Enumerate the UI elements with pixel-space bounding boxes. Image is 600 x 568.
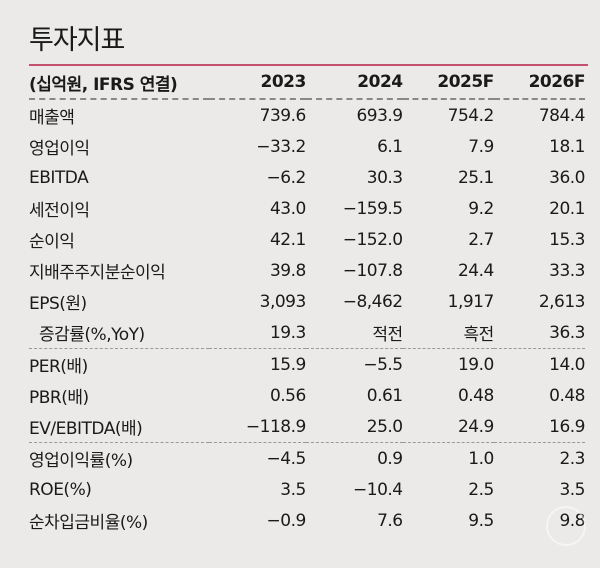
cell-value: 33.3 <box>549 260 585 281</box>
cell-value: −6.2 <box>266 167 307 188</box>
row-label: ROE(%) <box>29 479 92 500</box>
table-row: EPS(원) 3,093 −8,462 1,917 2,613 <box>29 286 586 317</box>
cell-value: 9.5 <box>468 510 494 531</box>
cell-value: 754.2 <box>447 105 495 126</box>
cell-value: 9.2 <box>468 198 494 219</box>
cell-value: −4.5 <box>266 448 307 469</box>
year-header: 2024 <box>305 66 403 100</box>
cell-value: 0.56 <box>269 385 306 406</box>
cell-value: 16.9 <box>493 411 586 443</box>
cell-value: 2.7 <box>468 229 494 250</box>
page-title: 투자지표 <box>29 25 125 56</box>
cell-value: 6.1 <box>377 136 403 157</box>
indicators-table: (십억원, IFRS 연결) 2023 2024 2025F 2026F 매출액… <box>29 66 586 536</box>
table-row: PER(배) 15.9 −5.5 19.0 14.0 <box>29 349 586 381</box>
cell-value: 25.0 <box>305 411 403 443</box>
table-row: 순이익 42.1 −152.0 2.7 15.3 <box>29 224 586 255</box>
row-label: PBR(배) <box>29 388 89 408</box>
cell-value: 30.3 <box>366 167 403 188</box>
cell-value: 3.5 <box>280 479 306 500</box>
cell-value: 2.5 <box>468 479 494 500</box>
year-header: 2026F <box>493 66 586 100</box>
cell-value: 693.9 <box>356 105 403 126</box>
row-label: EPS(원) <box>29 294 87 314</box>
cell-value: 39.8 <box>269 260 306 281</box>
cell-value: 19.0 <box>457 354 494 375</box>
row-label: EV/EBITDA(배) <box>29 411 209 443</box>
year-header: 2025F <box>402 66 494 100</box>
cell-value: 7.9 <box>468 136 494 157</box>
table-row: 순차입금비율(%) −0.9 7.6 9.5 9.8 <box>29 505 586 536</box>
cell-value: 3.5 <box>559 479 585 500</box>
cell-value: 2.3 <box>559 448 585 469</box>
table-row: 증감률(%,YoY) 19.3 적전 흑전 36.3 <box>29 317 586 349</box>
row-label: 순차입금비율(%) <box>29 513 148 533</box>
cell-value: −107.8 <box>342 260 403 281</box>
cell-value: 0.61 <box>366 385 403 406</box>
watermark-logo <box>546 506 586 546</box>
cell-value: 2,613 <box>538 291 586 312</box>
cell-value: 36.3 <box>493 317 586 349</box>
cell-value: −10.4 <box>353 479 403 500</box>
cell-value: 19.3 <box>209 317 306 349</box>
year-header: 2023 <box>209 66 306 100</box>
row-label: PER(배) <box>29 357 88 377</box>
table-row: PBR(배) 0.56 0.61 0.48 0.48 <box>29 380 586 411</box>
cell-value: 3,093 <box>259 291 307 312</box>
table-row: EV/EBITDA(배) −118.9 25.0 24.9 16.9 <box>29 411 586 443</box>
row-label: 매출액 <box>29 108 75 128</box>
unit-header: (십억원, IFRS 연결) <box>29 66 209 100</box>
cell-value: −5.5 <box>363 354 403 375</box>
row-label: EBITDA <box>29 167 89 188</box>
table-row: 세전이익 43.0 −159.5 9.2 20.1 <box>29 193 586 224</box>
table-row: EBITDA −6.2 30.3 25.1 36.0 <box>29 162 586 193</box>
cell-value: 15.9 <box>269 354 306 375</box>
table-row: 영업이익 −33.2 6.1 7.9 18.1 <box>29 131 586 162</box>
cell-value: −159.5 <box>342 198 403 219</box>
cell-value: 0.9 <box>377 448 403 469</box>
cell-value: 1,917 <box>447 291 495 312</box>
row-label: 증감률(%,YoY) <box>29 317 209 349</box>
row-label: 영업이익률(%) <box>29 451 133 471</box>
cell-value: 0.48 <box>457 385 494 406</box>
table-row: 매출액 739.6 693.9 754.2 784.4 <box>29 99 586 131</box>
cell-value: 739.6 <box>259 105 307 126</box>
title-divider <box>29 64 588 66</box>
cell-value: 42.1 <box>269 229 306 250</box>
cell-value: 14.0 <box>549 354 585 375</box>
cell-value: 18.1 <box>549 136 585 157</box>
cell-value: −152.0 <box>342 229 403 250</box>
cell-value: 적전 <box>305 317 403 349</box>
row-label: 순이익 <box>29 232 75 252</box>
cell-value: 20.1 <box>549 198 585 219</box>
cell-value: 7.6 <box>377 510 403 531</box>
cell-value: −118.9 <box>209 411 306 443</box>
cell-value: −33.2 <box>256 136 306 157</box>
cell-value: 36.0 <box>549 167 585 188</box>
cell-value: 24.9 <box>402 411 494 443</box>
cell-value: 0.48 <box>549 385 585 406</box>
table-header-row: (십억원, IFRS 연결) 2023 2024 2025F 2026F <box>29 66 586 100</box>
cell-value: 25.1 <box>457 167 494 188</box>
row-label: 세전이익 <box>29 201 90 221</box>
cell-value: 15.3 <box>549 229 585 250</box>
row-label: 영업이익 <box>29 139 90 159</box>
cell-value: −8,462 <box>342 291 403 312</box>
table-row: 지배주주지분순이익 39.8 −107.8 24.4 33.3 <box>29 255 586 286</box>
cell-value: 24.4 <box>457 260 494 281</box>
cell-value: −0.9 <box>266 510 307 531</box>
cell-value: 784.4 <box>538 105 586 126</box>
cell-value: 43.0 <box>269 198 306 219</box>
table-row: ROE(%) 3.5 −10.4 2.5 3.5 <box>29 474 586 505</box>
table-row: 영업이익률(%) −4.5 0.9 1.0 2.3 <box>29 443 586 475</box>
row-label: 지배주주지분순이익 <box>29 263 166 283</box>
cell-value: 흑전 <box>402 317 494 349</box>
cell-value: 1.0 <box>468 448 494 469</box>
